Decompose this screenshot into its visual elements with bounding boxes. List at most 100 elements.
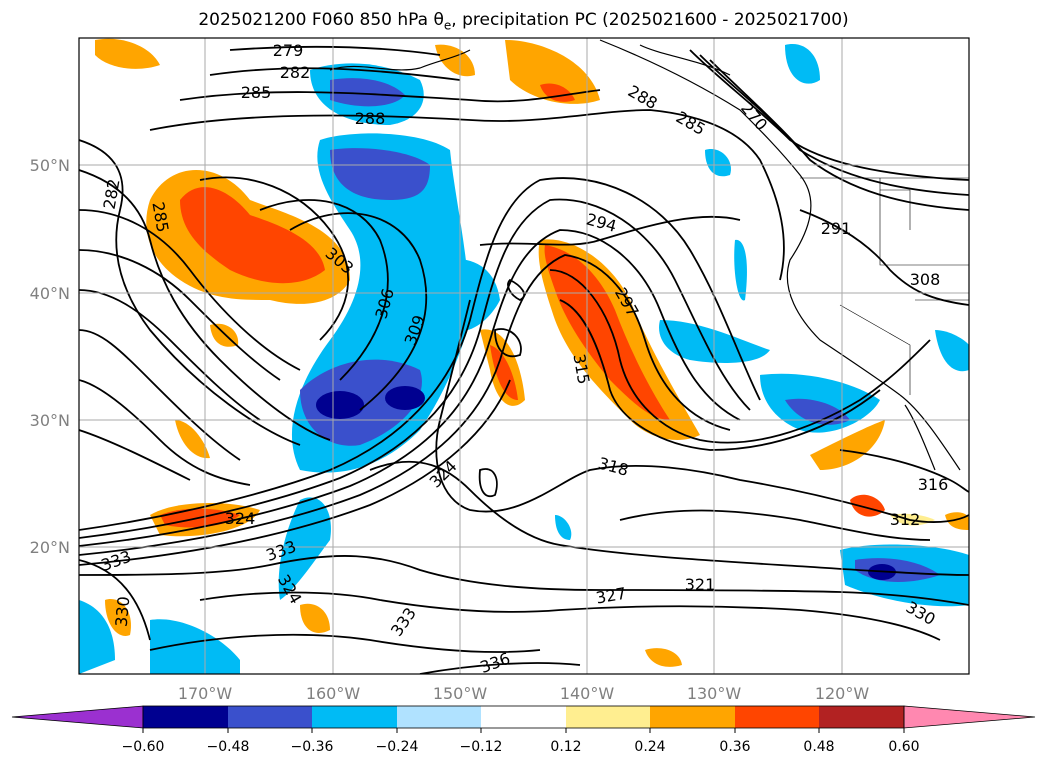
colorbar: −0.60 −0.48 −0.36 −0.24 −0.12 0.12 0.24 … — [11, 705, 1036, 755]
lon-label: 150°W — [433, 684, 488, 703]
contour-w6 — [79, 429, 191, 481]
colorbar-tick: 0.12 — [550, 739, 581, 755]
contour-309 — [289, 212, 428, 411]
precip-blue-se-core — [785, 398, 850, 425]
precip-patch-12 — [150, 619, 240, 674]
contour-306 — [259, 199, 389, 381]
contour-291 — [799, 209, 969, 306]
contour-label: 308 — [910, 270, 941, 289]
precip-patch-5 — [785, 44, 820, 84]
precip-blue-east — [659, 320, 770, 363]
contour-label: 291 — [821, 219, 852, 238]
contour-w2 — [79, 249, 281, 381]
colorbar-segment — [143, 706, 228, 728]
contour-label: 324 — [225, 509, 256, 528]
precip-patch-9 — [300, 603, 330, 633]
contour-312 — [619, 509, 931, 541]
colorbar-segment — [566, 706, 650, 728]
contour-label: 321 — [685, 575, 716, 594]
contour-333 — [149, 633, 541, 653]
contour-coast-3 — [709, 59, 969, 211]
precip-orange-east — [810, 420, 885, 470]
coastline-gulf — [904, 404, 936, 471]
precip-patch-10 — [79, 600, 115, 674]
colorbar-tick: 0.60 — [888, 739, 919, 755]
contour-small-1 — [507, 278, 525, 302]
contour-333-sw — [79, 559, 151, 641]
colorbar-extend-min — [11, 705, 144, 729]
colorbar-segment — [312, 706, 397, 728]
contour-small-2 — [478, 468, 498, 498]
coastline-aleutians — [329, 49, 471, 71]
precip-patch-4 — [435, 44, 475, 77]
contour-w4 — [79, 329, 241, 461]
precip-patch-16 — [705, 149, 731, 177]
contour-321 — [369, 460, 969, 576]
colorbar-segment — [481, 706, 566, 728]
precip-red-west — [180, 187, 325, 284]
precip-patch-3 — [540, 83, 575, 102]
colorbar-extend-max — [903, 705, 1036, 729]
colorbar-segment — [819, 706, 904, 728]
colorbar-tick: 0.24 — [634, 739, 665, 755]
map-area: 279 282 285 288 282 285 303 306 309 294 … — [79, 38, 969, 674]
colorbar-tick: 0.48 — [803, 739, 834, 755]
precip-red-central — [544, 245, 670, 420]
colorbar-tick: −0.36 — [291, 739, 334, 755]
precip-dark-core-2 — [385, 386, 425, 410]
contour-label: 282 — [280, 63, 311, 82]
coastlines — [329, 39, 961, 471]
contour-jet-4 — [79, 254, 731, 556]
contour-w3 — [79, 289, 261, 421]
contour-label: 330 — [112, 595, 134, 627]
contour-label: 312 — [890, 510, 921, 529]
precip-dark-core-1 — [316, 391, 364, 419]
contour-label: 279 — [273, 41, 304, 60]
lat-label: 30°N — [30, 411, 70, 430]
precip-patch-14 — [645, 648, 682, 667]
lon-label: 160°W — [306, 684, 361, 703]
contour-small-3 — [494, 328, 522, 358]
colorbar-segment — [735, 706, 819, 728]
coastline-baja — [899, 394, 961, 471]
colorbar-tick: −0.12 — [460, 739, 503, 755]
precip-fields — [79, 38, 969, 674]
border-state — [839, 304, 911, 395]
precip-patch-19 — [945, 512, 969, 530]
map-frame — [78, 37, 970, 675]
contour-285-west — [79, 169, 331, 441]
contour-285 — [179, 89, 601, 103]
contour-327 — [79, 555, 969, 606]
coastline-north-america — [599, 39, 901, 396]
lon-label: 140°W — [560, 684, 615, 703]
contour-279 — [229, 45, 441, 56]
lon-label: 120°W — [815, 684, 870, 703]
precip-patch-17 — [935, 330, 969, 372]
contour-w5 — [79, 379, 251, 486]
colorbar-segment — [397, 706, 481, 728]
map-title: 2025021200 F060 850 hPa θe, precipitatio… — [198, 10, 849, 33]
contour-label: 288 — [355, 109, 386, 128]
precip-patch-22 — [555, 515, 572, 540]
colorbar-segment — [228, 706, 312, 728]
contour-315-band — [559, 299, 881, 451]
contour-294 — [479, 215, 741, 246]
border-state-4 — [880, 189, 911, 230]
longitude-labels: 170°W 160°W 150°W 140°W 130°W 120°W — [178, 684, 870, 703]
colorbar-segment — [650, 706, 735, 728]
lat-label: 40°N — [30, 284, 70, 303]
precip-patch-11 — [105, 599, 131, 636]
latitude-labels: 50°N 40°N 30°N 20°N — [30, 156, 70, 557]
precip-blue-north-core — [330, 78, 405, 107]
lon-label: 170°W — [178, 684, 233, 703]
contour-w1 — [79, 209, 301, 371]
colorbar-tick: −0.48 — [207, 739, 250, 755]
contour-336 — [419, 662, 581, 674]
contour-jet-5 — [79, 379, 511, 566]
precip-patch-2 — [505, 40, 600, 104]
colorbar-tick: 0.36 — [719, 739, 750, 755]
contour-jet-2 — [79, 198, 751, 539]
contour-316 — [839, 449, 969, 493]
contour-label: 285 — [241, 83, 272, 102]
